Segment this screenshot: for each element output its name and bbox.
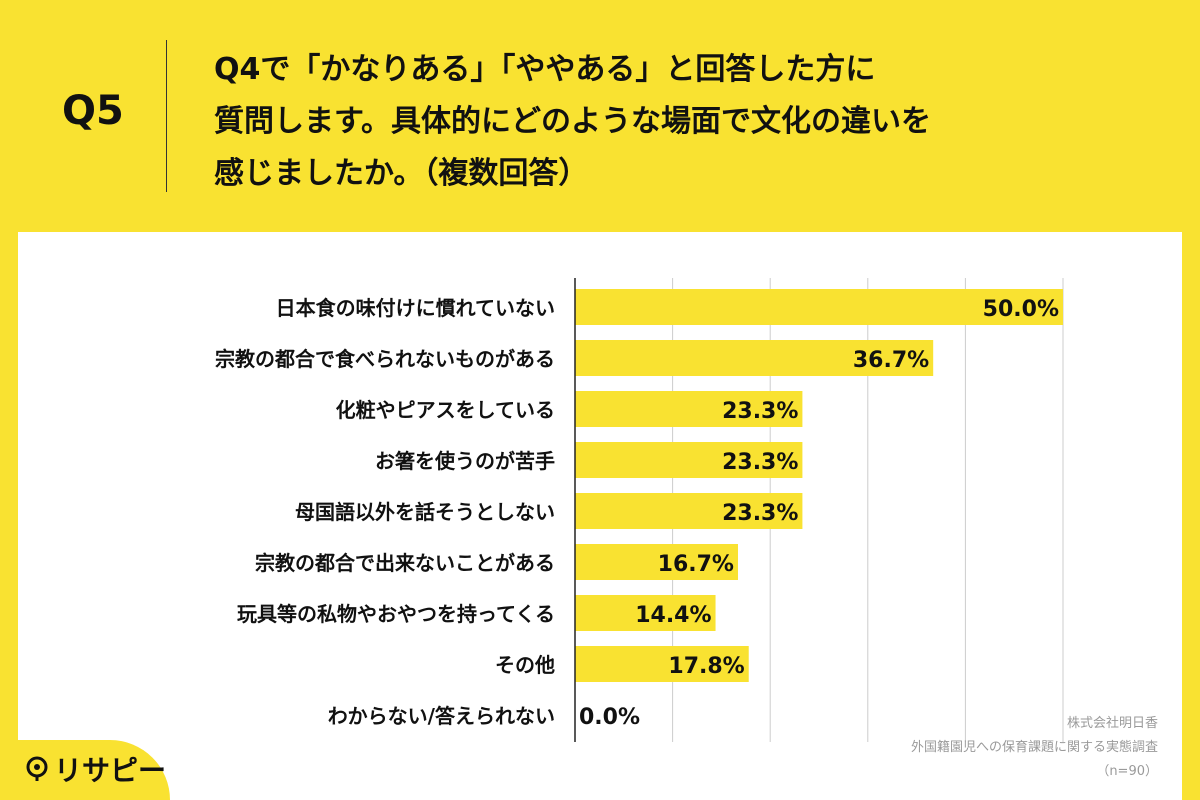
category-label: 日本食の味付けに慣れていない [276,296,555,320]
bar [575,544,738,580]
category-label: 母国語以外を話そうとしない [295,500,555,524]
logo: リサピー [24,749,166,789]
bar [575,340,934,376]
bar-chart: 日本食の味付けに慣れていない 50.0% 宗教の都合で食べられないものがある 36.7… [215,278,1064,742]
data-label: 23.3% [722,450,798,475]
logo-text: リサピー [54,754,167,787]
bar [575,646,749,682]
data-label: 17.8% [668,654,744,679]
question-line-3: 感じましたか。（複数回答） [214,156,589,191]
category-label: その他 [495,653,555,677]
source-company: 株式会社明日香 [1066,716,1158,731]
chart-panel: 日本食の味付けに慣れていない 50.0% 宗教の都合で食べられないものがある 36.7… [18,232,1182,800]
source-survey: 外国籍園児への保育課題に関する実態調査 [910,740,1158,755]
data-label: 23.3% [722,501,798,526]
data-label: 14.4% [635,603,711,628]
bar [575,289,1063,325]
category-label: お箸を使うのが苦手 [375,449,555,473]
data-label: 0.0% [579,705,640,730]
bar [575,493,803,529]
question-text: Q4で「かなりある」「ややある」と回答した方に 質問します。具体的にどのような場… [214,44,1114,200]
category-label: わからない/答えられない [328,704,555,728]
header-divider [166,40,167,192]
category-label: 宗教の都合で食べられないものがある [215,347,555,371]
data-label: 50.0% [983,297,1059,322]
category-label: 玩具等の私物やおやつを持ってくる [237,602,555,626]
data-label: 16.7% [658,552,734,577]
logo-pin-icon [26,756,48,781]
question-line-2: 質問します。具体的にどのような場面で文化の違いを [214,104,931,139]
data-label: 23.3% [722,399,798,424]
question-line-1: Q4で「かなりある」「ややある」と回答した方に [214,52,876,87]
data-label: 36.7% [853,348,929,373]
category-label: 化粧やピアスをしている [336,398,555,422]
bar [575,391,803,427]
bar [575,595,716,631]
source-sample-size: （n=90） [1096,764,1158,779]
bar [575,442,803,478]
question-number: Q5 [62,88,124,134]
category-label: 宗教の都合で出来ないことがある [255,551,555,575]
